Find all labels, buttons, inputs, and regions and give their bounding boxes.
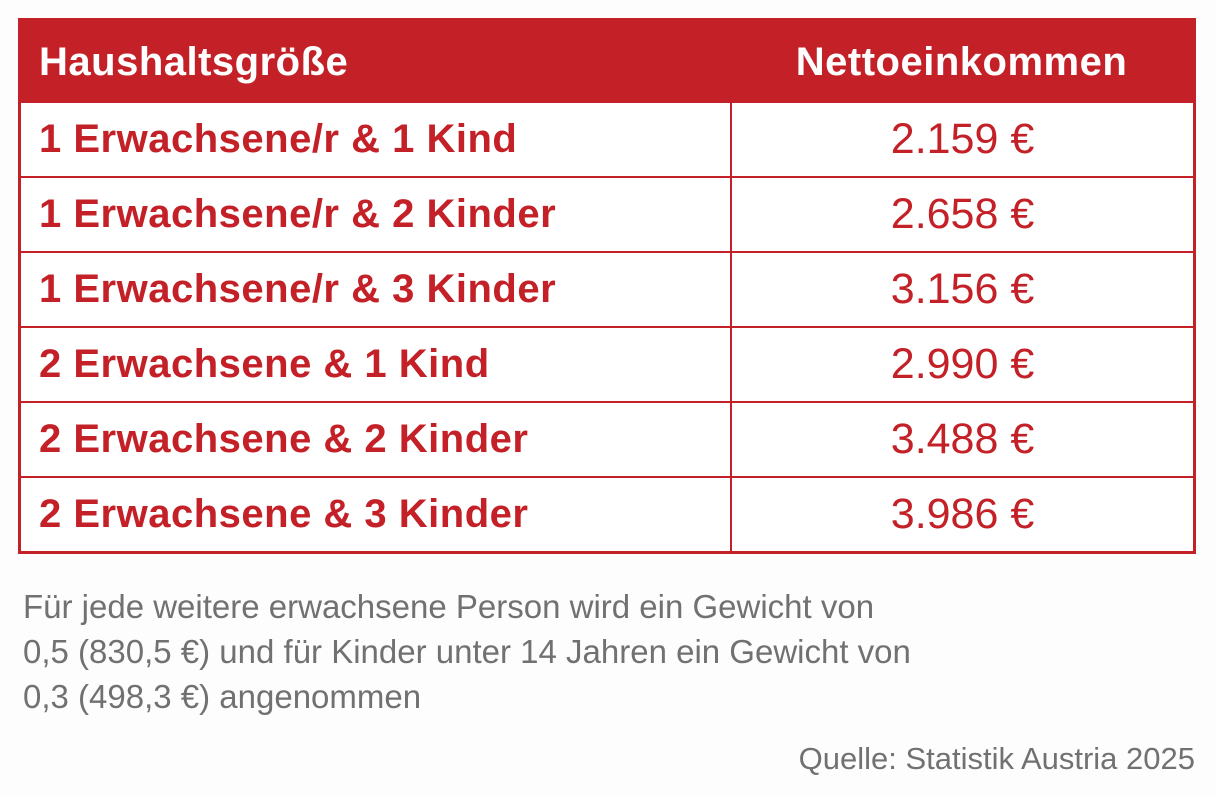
source-attribution: Quelle: Statistik Austria 2025 (798, 741, 1195, 776)
household-size-cell: 1 Erwachsene/r & 1 Kind (39, 117, 518, 161)
income-table: Haushaltsgröße Nettoeinkommen 1 Erwachse… (18, 18, 1196, 554)
table-row: 2 Erwachsene & 1 Kind 2.990 € (21, 326, 1193, 401)
footnote-line-1: Für jede weitere erwachsene Person wird … (23, 588, 875, 625)
footnote-line-2: 0,5 (830,5 €) und für Kinder unter 14 Ja… (23, 633, 911, 670)
household-size-cell: 1 Erwachsene/r & 3 Kinder (39, 267, 557, 311)
net-income-cell: 3.488 € (730, 403, 1193, 476)
table-row: 2 Erwachsene & 2 Kinder 3.488 € (21, 401, 1193, 476)
household-size-cell: 1 Erwachsene/r & 2 Kinder (39, 192, 557, 236)
net-income-cell: 2.159 € (730, 103, 1193, 176)
household-size-cell: 2 Erwachsene & 3 Kinder (39, 492, 529, 536)
table-row: 1 Erwachsene/r & 2 Kinder 2.658 € (21, 176, 1193, 251)
table-row: 1 Erwachsene/r & 3 Kinder 3.156 € (21, 251, 1193, 326)
table-header-row: Haushaltsgröße Nettoeinkommen (21, 21, 1193, 103)
footnote-line-3: 0,3 (498,3 €) angenommen (23, 678, 422, 715)
footnote-text: Für jede weitere erwachsene Person wird … (23, 584, 911, 719)
net-income-cell: 3.986 € (730, 478, 1193, 551)
net-income-cell: 3.156 € (730, 253, 1193, 326)
table-row: 1 Erwachsene/r & 1 Kind 2.159 € (21, 103, 1193, 176)
net-income-cell: 2.658 € (730, 178, 1193, 251)
net-income-cell: 2.990 € (730, 328, 1193, 401)
header-nettoeinkommen: Nettoeinkommen (795, 39, 1128, 84)
household-size-cell: 2 Erwachsene & 1 Kind (39, 342, 490, 386)
table-row: 2 Erwachsene & 3 Kinder 3.986 € (21, 476, 1193, 551)
household-size-cell: 2 Erwachsene & 2 Kinder (39, 417, 529, 461)
header-haushaltsgroesse: Haushaltsgröße (39, 39, 349, 84)
table-body: 1 Erwachsene/r & 1 Kind 2.159 € 1 Erwach… (21, 103, 1193, 551)
